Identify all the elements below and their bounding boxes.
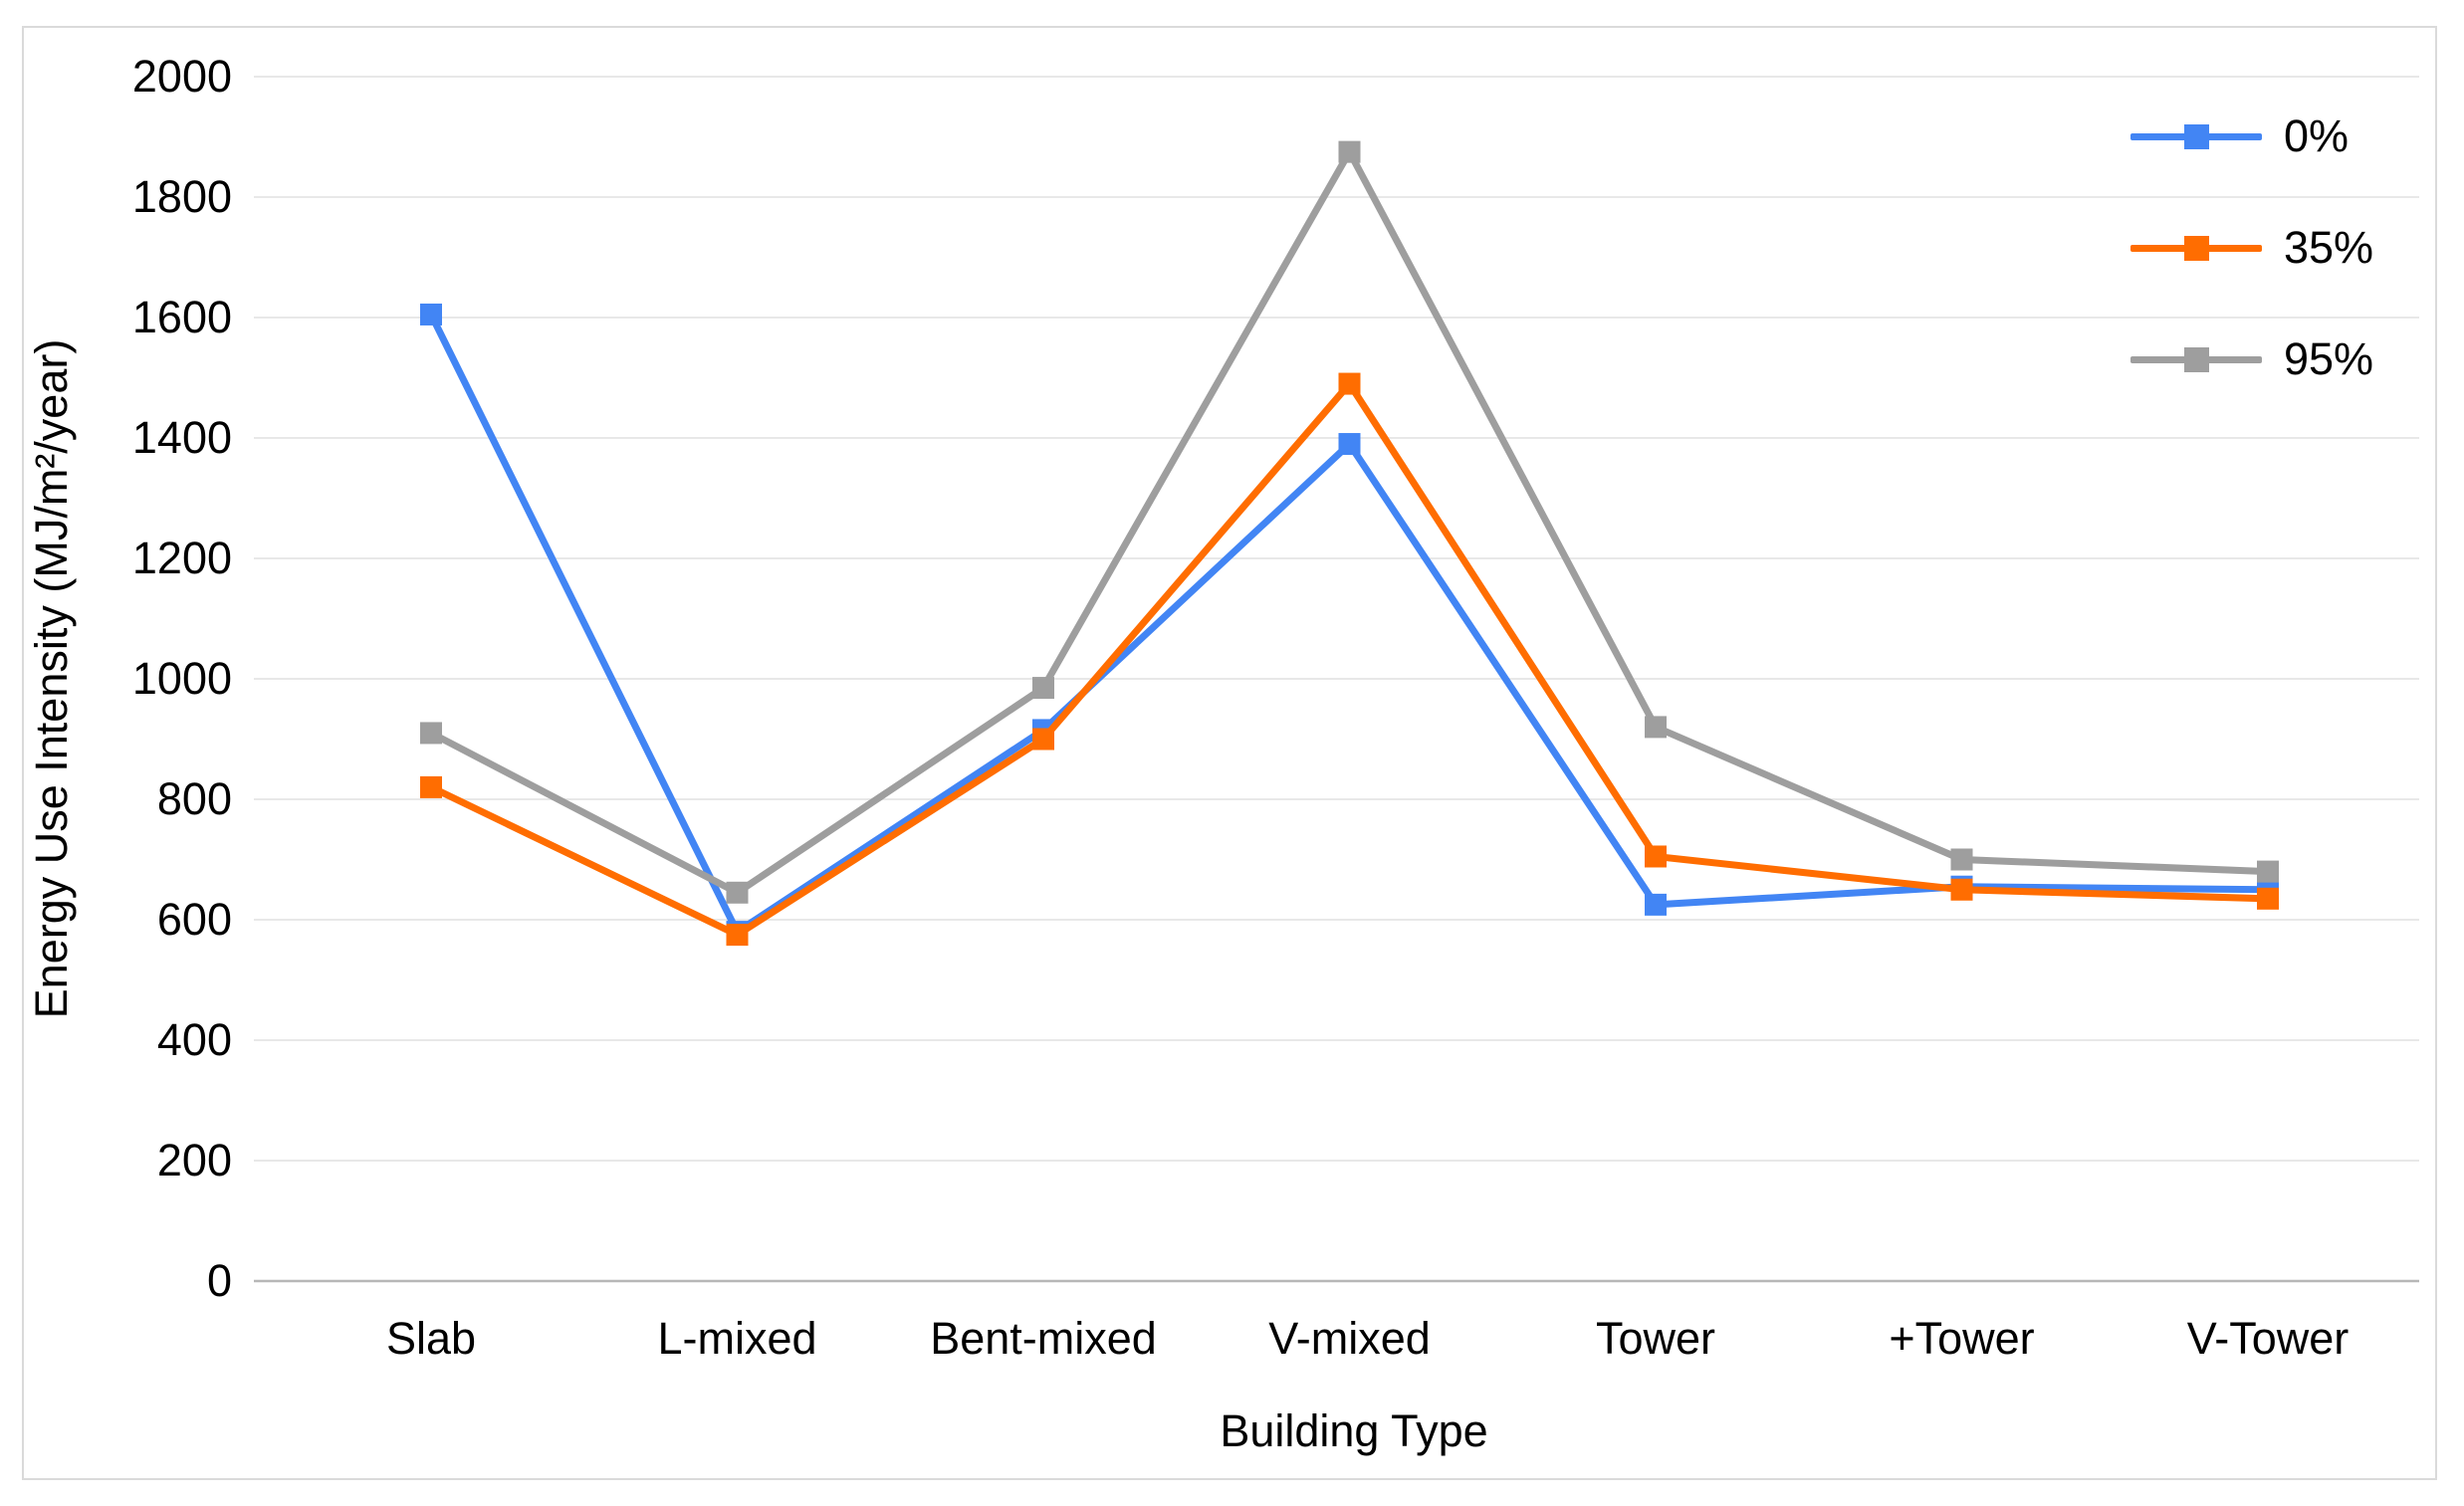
y-axis-tick-label: 400 [156,1014,232,1065]
legend-entry-35pct: 35% [2130,218,2373,278]
legend-square-marker-icon [2184,346,2209,372]
y-axis-tick-label: 0 [206,1255,232,1306]
data-point-marker-95pct [726,881,749,904]
legend-line-swatch [2130,123,2262,149]
y-axis-tick-label: 1000 [131,653,232,704]
series-line-95pct [429,144,2269,897]
y-axis-tick-label: 2000 [131,51,232,102]
chart-legend: 0% 35% 95% [2130,0,2459,448]
x-axis-category-label: Bent-mixed [930,1313,1157,1364]
y-axis-tick-label: 200 [156,1135,232,1185]
data-point-marker-35pct [420,775,442,798]
x-axis-category-label: L-mixed [657,1313,817,1364]
data-point-marker-95pct [1950,848,1973,871]
legend-line-swatch [2130,235,2262,261]
data-point-marker-35pct [1950,878,1973,901]
legend-line-swatch [2130,346,2262,372]
chart-frame [22,26,2437,1480]
data-point-marker-0pct [1338,433,1361,456]
legend-square-marker-icon [2184,235,2209,261]
y-axis-tick-label: 1400 [131,412,232,463]
data-point-marker-35pct [1645,845,1667,868]
data-point-marker-35pct [2257,887,2279,910]
y-axis-tick-label: 800 [156,773,232,824]
x-axis-category-label: Tower [1595,1313,1716,1364]
x-axis-title: Building Type [1220,1405,1488,1456]
data-point-marker-35pct [1338,372,1361,395]
data-point-marker-0pct [1645,893,1667,916]
data-point-marker-95pct [420,722,442,745]
data-point-marker-95pct [1338,140,1361,163]
legend-entry-0pct: 0% [2130,107,2349,166]
x-axis-category-label: Slab [385,1313,477,1364]
y-axis-title: Energy Use Intensity (MJ/m²/year) [26,338,77,1019]
legend-square-marker-icon [2184,123,2209,149]
data-point-marker-35pct [726,924,749,947]
data-point-marker-95pct [1032,677,1054,700]
x-axis-category-label: V-Tower [2186,1313,2350,1364]
y-axis-tick-label: 1800 [131,171,232,222]
series-line-35pct [429,377,2269,940]
y-axis-tick-label: 1200 [131,533,232,583]
x-axis-category-label: V-mixed [1268,1313,1431,1364]
data-point-marker-95pct [1645,716,1667,739]
legend-label: 35% [2284,222,2374,273]
series-line-0pct [427,313,2269,938]
legend-label: 95% [2284,333,2374,384]
data-point-marker-0pct [420,303,442,325]
y-axis-tick-label: 600 [156,894,232,945]
legend-label: 0% [2284,110,2350,161]
legend-entry-95pct: 95% [2130,329,2373,389]
x-axis-category-label: +Tower [1889,1313,2035,1364]
y-axis-tick-label: 1600 [131,292,232,342]
data-point-marker-35pct [1032,728,1054,751]
data-point-marker-95pct [2257,860,2279,883]
